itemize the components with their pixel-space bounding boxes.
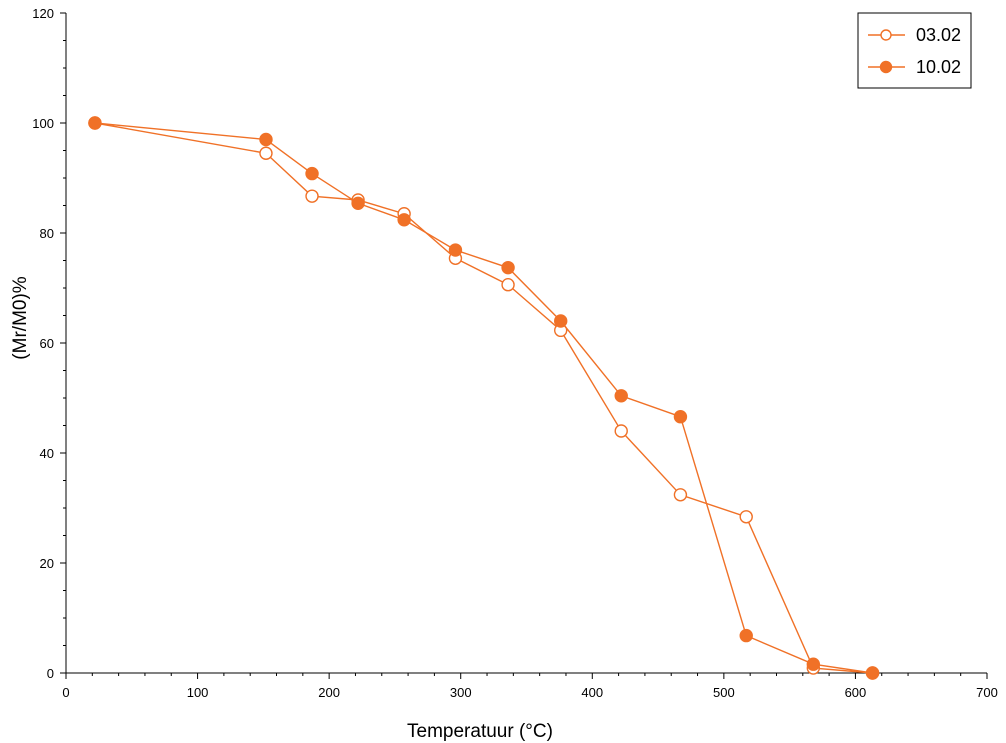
data-point [448, 243, 463, 257]
legend-label-10-02: 10.02 [916, 57, 961, 77]
data-point [614, 389, 628, 403]
y-tick-label: 100 [32, 116, 54, 131]
x-tick-label: 700 [976, 685, 998, 700]
data-point [501, 260, 515, 275]
y-tick-label: 0 [47, 666, 54, 681]
legend-marker-03-02 [880, 29, 892, 41]
data-point [305, 189, 319, 203]
x-tick-label: 300 [450, 685, 472, 700]
x-axis-title: Temperatuur (°C) [407, 721, 553, 742]
x-tick-label: 0 [62, 685, 69, 700]
data-point [806, 657, 821, 671]
data-point [739, 510, 753, 524]
x-tick-label: 200 [318, 685, 340, 700]
series-line [94, 122, 873, 674]
data-point [501, 278, 515, 292]
data-point [865, 666, 880, 680]
data-point [397, 213, 411, 227]
x-tick-label: 100 [187, 685, 209, 700]
legend: 03.02 10.02 [857, 12, 972, 89]
data-point [305, 166, 319, 181]
x-tick-label: 500 [713, 685, 735, 700]
data-point [614, 424, 628, 438]
y-tick-label: 80 [40, 226, 54, 241]
data-point [259, 146, 273, 160]
data-point [259, 132, 273, 147]
axes: 0 100 200 300 400 500 600 700 0 20 40 60 80 100 120 [32, 6, 998, 700]
y-axis-title: (Mr/M0)% [10, 276, 31, 359]
data-point [351, 196, 365, 211]
data-point [88, 116, 102, 130]
legend-marker-10-02 [879, 60, 893, 74]
series-line [94, 122, 873, 674]
series-10-02 [88, 116, 880, 680]
series-layer [88, 116, 880, 680]
x-tick-label: 400 [581, 685, 603, 700]
y-tick-label: 20 [40, 556, 54, 571]
series-03-02 [88, 116, 880, 680]
data-point [554, 314, 568, 328]
data-point [673, 488, 688, 502]
y-tick-label: 60 [40, 336, 54, 351]
legend-label-03-02: 03.02 [916, 25, 961, 45]
y-tick-label: 120 [32, 6, 54, 21]
x-tick-label: 600 [845, 685, 867, 700]
y-tick-label: 40 [40, 446, 54, 461]
data-point [673, 410, 688, 424]
legend-box [857, 12, 972, 89]
data-point [739, 628, 753, 643]
